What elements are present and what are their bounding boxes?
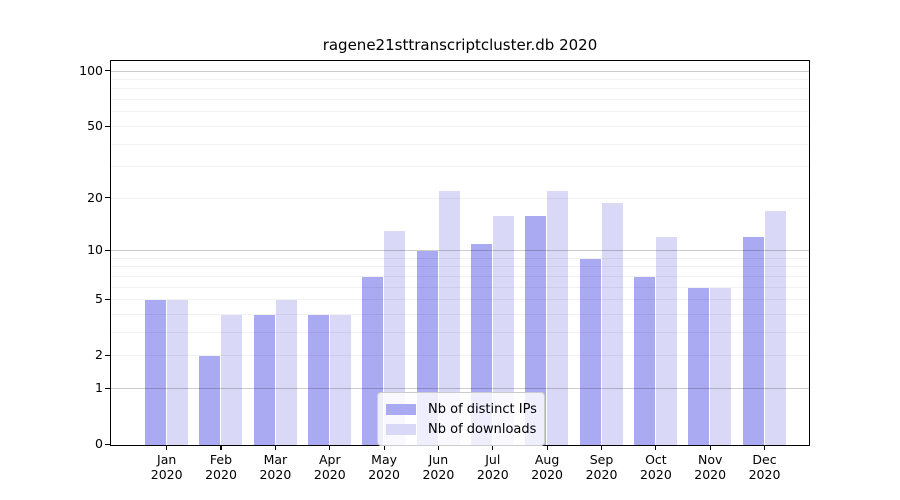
legend: Nb of distinct IPs Nb of downloads bbox=[377, 392, 545, 446]
bar-downloads-feb-2020 bbox=[221, 314, 243, 445]
x-tick-mark bbox=[709, 446, 711, 450]
x-tick-label: Sep 2020 bbox=[574, 452, 630, 482]
x-tick-month: Mar bbox=[263, 452, 288, 467]
plot-area: Nb of distinct IPs Nb of downloads bbox=[110, 60, 810, 446]
x-tick-mark bbox=[600, 446, 603, 450]
bar-ips-feb-2020 bbox=[199, 356, 221, 445]
x-tick-year: 2020 bbox=[368, 467, 400, 482]
bar-downloads-may-2020 bbox=[384, 231, 406, 445]
bar-downloads-mar-2020 bbox=[275, 300, 297, 445]
x-tick-month: Jul bbox=[485, 452, 501, 467]
x-tick-month: Jan bbox=[157, 452, 177, 467]
x-tick-label: Apr 2020 bbox=[302, 452, 358, 482]
y-tick-label: 20 bbox=[87, 189, 103, 205]
legend-swatch-ips bbox=[386, 403, 416, 415]
x-tick-month: Oct bbox=[645, 452, 667, 467]
y-tick-label: 10 bbox=[87, 242, 103, 258]
y-tick-label: 5 bbox=[95, 291, 103, 307]
x-tick-year: 2020 bbox=[205, 467, 237, 482]
x-tick-mark bbox=[763, 446, 766, 450]
x-tick-mark bbox=[220, 446, 222, 450]
chart-title: ragene21sttranscriptcluster.db 2020 bbox=[322, 36, 598, 54]
bar-downloads-nov-2020 bbox=[710, 287, 732, 445]
bar-downloads-sep-2020 bbox=[601, 202, 623, 445]
x-tick-mark bbox=[492, 446, 494, 450]
legend-label-downloads: Nb of downloads bbox=[428, 421, 537, 437]
x-tick-year: 2020 bbox=[748, 467, 781, 482]
x-tick-year: 2020 bbox=[422, 467, 455, 482]
x-tick-year: 2020 bbox=[694, 467, 727, 482]
bar-ips-apr-2020 bbox=[308, 314, 329, 445]
y-tick-label: 2 bbox=[95, 347, 103, 363]
legend-label-ips: Nb of distinct IPs bbox=[428, 401, 537, 417]
x-tick-label: Nov 2020 bbox=[682, 452, 738, 482]
bar-downloads-jul-2020 bbox=[493, 215, 514, 445]
x-tick-year: 2020 bbox=[531, 467, 563, 482]
bar-downloads-jun-2020 bbox=[438, 191, 460, 445]
bar-downloads-apr-2020 bbox=[330, 314, 351, 445]
x-tick-label: Mar 2020 bbox=[247, 452, 303, 482]
x-tick-month: May bbox=[371, 452, 398, 467]
bar-ips-jan-2020 bbox=[144, 300, 166, 445]
x-tick-mark bbox=[437, 446, 439, 450]
x-tick-mark bbox=[546, 446, 548, 450]
bar-downloads-jan-2020 bbox=[166, 300, 188, 445]
x-tick-month: Apr bbox=[318, 452, 341, 467]
bar-ips-oct-2020 bbox=[634, 276, 656, 445]
x-tick-label: Aug 2020 bbox=[519, 452, 575, 482]
bar-downloads-dec-2020 bbox=[764, 211, 786, 445]
y-tick-label: 0 bbox=[95, 436, 103, 452]
x-tick-month: Nov bbox=[697, 452, 723, 467]
bar-downloads-oct-2020 bbox=[656, 237, 678, 445]
bars-layer bbox=[111, 61, 809, 445]
x-tick-month: Sep bbox=[589, 452, 614, 467]
legend-swatch-downloads bbox=[386, 423, 416, 435]
x-tick-year: 2020 bbox=[476, 467, 509, 482]
x-tick-mark bbox=[329, 446, 331, 450]
legend-item-ips: Nb of distinct IPs bbox=[384, 399, 537, 419]
x-tick-label: Oct 2020 bbox=[628, 452, 684, 482]
x-tick-label: Jul 2020 bbox=[465, 452, 521, 482]
y-tick-label: 100 bbox=[79, 62, 103, 78]
y-tick-label: 1 bbox=[95, 380, 103, 396]
x-tick-label: Feb 2020 bbox=[193, 452, 249, 482]
x-tick-label: May 2020 bbox=[356, 452, 412, 482]
x-tick-year: 2020 bbox=[585, 467, 618, 482]
x-tick-year: 2020 bbox=[639, 467, 672, 482]
y-tick-label: 50 bbox=[87, 118, 103, 134]
x-tick-month: Aug bbox=[534, 452, 560, 467]
x-tick-year: 2020 bbox=[259, 467, 292, 482]
x-tick-label: Jun 2020 bbox=[410, 452, 466, 482]
bar-ips-aug-2020 bbox=[525, 215, 547, 445]
bar-ips-sep-2020 bbox=[579, 258, 601, 445]
bar-ips-dec-2020 bbox=[742, 237, 764, 445]
x-tick-month: Dec bbox=[752, 452, 777, 467]
bar-downloads-aug-2020 bbox=[547, 191, 569, 445]
x-tick-mark bbox=[383, 446, 385, 450]
x-tick-year: 2020 bbox=[313, 467, 346, 482]
bar-ips-nov-2020 bbox=[688, 287, 710, 445]
x-tick-mark bbox=[274, 446, 276, 450]
bar-ips-mar-2020 bbox=[253, 314, 275, 445]
x-tick-label: Jan 2020 bbox=[139, 452, 195, 482]
x-tick-label: Dec 2020 bbox=[737, 452, 793, 482]
x-tick-mark bbox=[166, 446, 168, 450]
x-tick-month: Jun bbox=[428, 452, 449, 467]
legend-item-downloads: Nb of downloads bbox=[384, 419, 536, 439]
x-tick-year: 2020 bbox=[150, 467, 183, 482]
x-tick-mark bbox=[655, 446, 657, 450]
x-tick-month: Feb bbox=[209, 452, 233, 467]
